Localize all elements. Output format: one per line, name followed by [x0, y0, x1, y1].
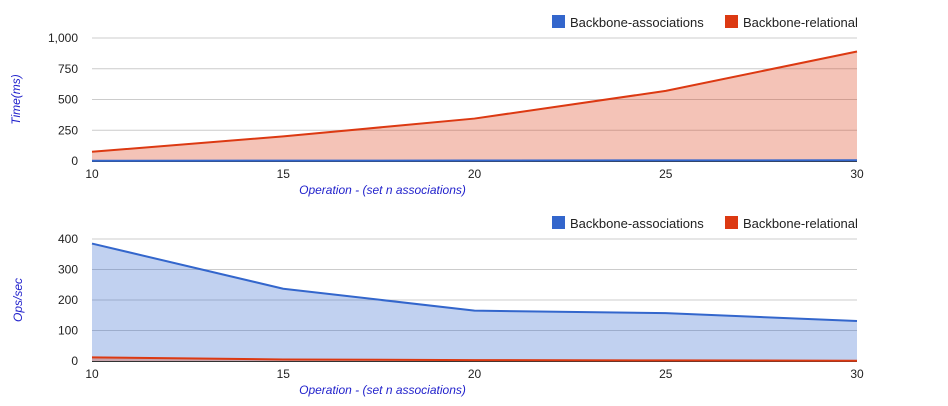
y-tick-label: 300 [58, 263, 78, 277]
chart-2: 0 100 200 300 400 10 15 20 25 30 Operation - (set … [11, 216, 864, 397]
legend-item: Backbone-associations [552, 216, 704, 231]
legend-item: Backbone-relational [725, 15, 858, 30]
x-tick-label: 20 [468, 367, 482, 381]
x-tick-label: 30 [850, 167, 864, 181]
y-axis-title: Ops/sec [11, 278, 25, 322]
y-tick-label: 100 [58, 324, 78, 338]
legend-swatch [552, 216, 565, 229]
x-tick-label: 15 [277, 167, 291, 181]
legend: Backbone-associations Backbone-relational [552, 216, 858, 231]
x-axis-title: Operation - (set n associations) [299, 183, 466, 197]
chart-1: 0 250 500 750 1,000 10 15 20 25 30 Operation - (se… [9, 15, 864, 197]
y-tick-label: 0 [71, 154, 78, 168]
legend-label: Backbone-associations [570, 15, 704, 30]
series-area-associations [92, 243, 857, 361]
x-tick-label: 20 [468, 167, 482, 181]
y-tick-label: 200 [58, 293, 78, 307]
x-tick-label: 30 [850, 367, 864, 381]
y-tick-label: 250 [58, 123, 78, 137]
series-line-associations [91, 242, 858, 323]
legend-label: Backbone-relational [743, 15, 858, 30]
legend-swatch [552, 15, 565, 28]
y-axis-title: Time(ms) [9, 74, 23, 125]
legend-swatch [725, 216, 738, 229]
series-area-relational [92, 51, 857, 161]
y-tick-label: 400 [58, 232, 78, 246]
y-tick-label: 500 [58, 93, 78, 107]
series-line-relational [91, 356, 858, 362]
y-tick-label: 750 [58, 62, 78, 76]
x-tick-label: 10 [85, 367, 99, 381]
x-axis-title: Operation - (set n associations) [299, 383, 466, 397]
legend-item: Backbone-associations [552, 15, 704, 30]
legend-label: Backbone-relational [743, 216, 858, 231]
legend-item: Backbone-relational [725, 216, 858, 231]
x-tick-label: 15 [277, 367, 291, 381]
x-tick-label: 25 [659, 367, 673, 381]
legend-swatch [725, 15, 738, 28]
y-tick-label: 0 [71, 354, 78, 368]
legend: Backbone-associations Backbone-relational [552, 15, 858, 30]
x-tick-label: 25 [659, 167, 673, 181]
legend-label: Backbone-associations [570, 216, 704, 231]
series-line-relational [91, 50, 858, 153]
x-tick-label: 10 [85, 167, 99, 181]
y-tick-label: 1,000 [48, 31, 78, 45]
